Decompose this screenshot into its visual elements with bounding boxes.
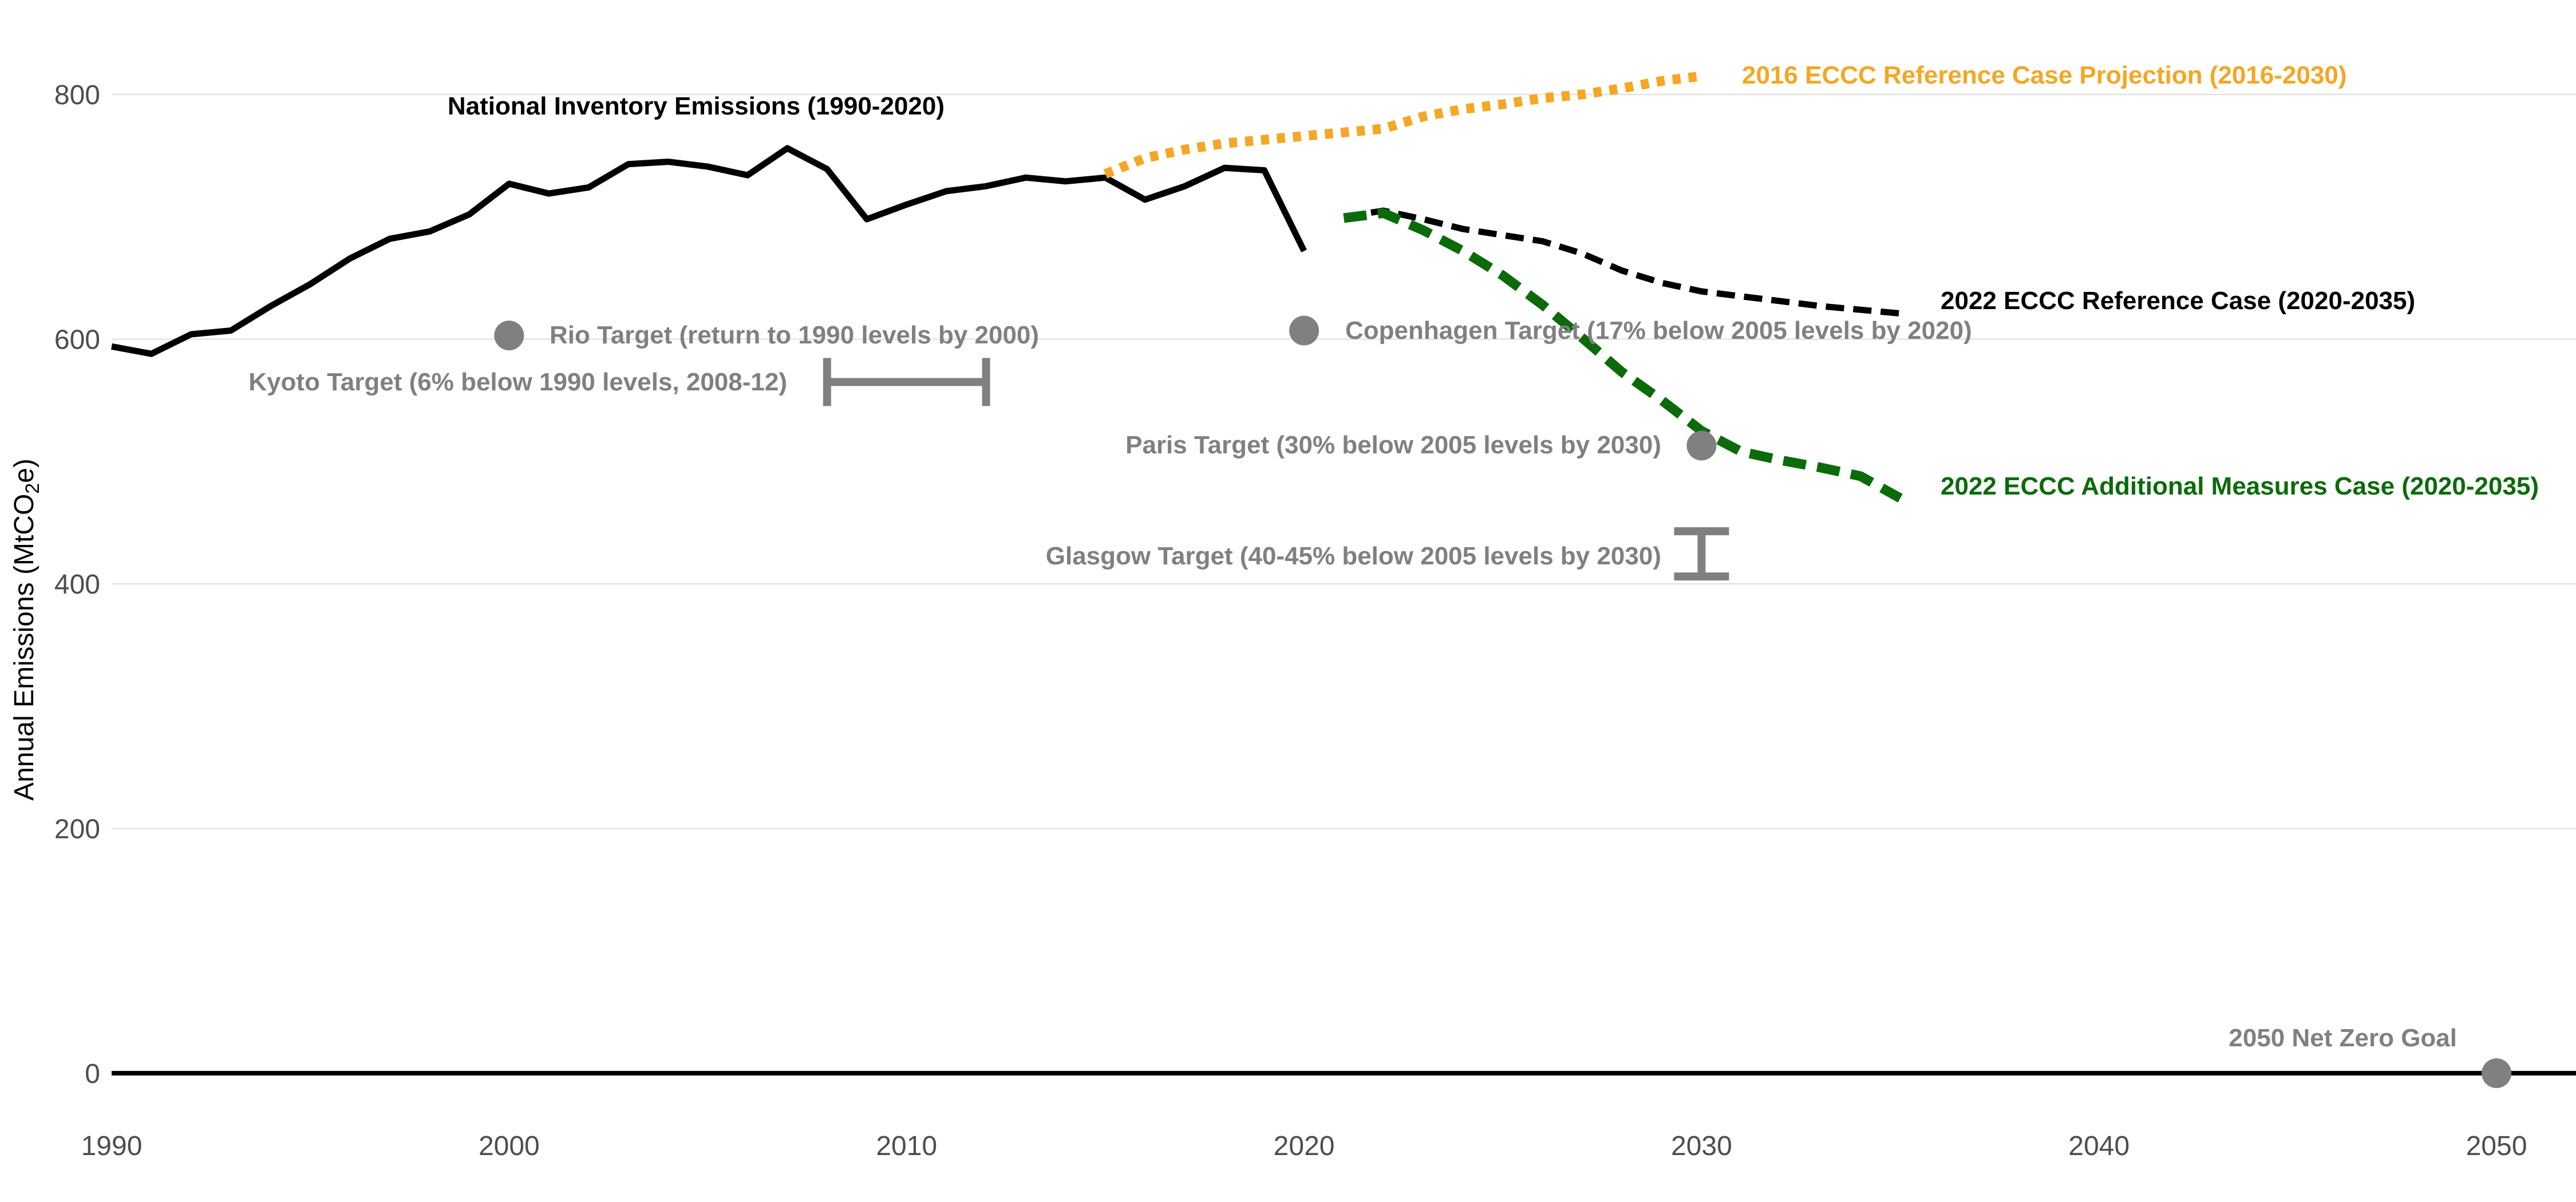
y-tick-label-0: 0 [85,1059,100,1089]
target-3-label: Copenhagen Target (17% below 2005 levels… [1345,317,1972,345]
series-label-inventory: National Inventory Emissions (1990-2020) [448,92,945,120]
series-label-additional_2022: 2022 ECCC Additional Measures Case (2020… [1941,472,2539,500]
series-label-projection_2016: 2016 ECCC Reference Case Projection (201… [1742,61,2347,89]
data-series [110,71,1903,503]
x-tick-label-2030: 2030 [1671,1131,1732,1161]
series-line-projection_2016 [1103,71,1702,179]
y-axis-label-main: Annual Emissions (MtCO [9,494,39,801]
y-axis-label-sub: 2 [22,483,44,494]
series-label-reference_2022: 2022 ECCC Reference Case (2020-2035) [1941,287,2415,315]
y-tick-label-800: 800 [54,80,100,110]
y-tick-label-200: 200 [54,814,100,845]
x-tick-label-2000: 2000 [479,1131,540,1161]
y-tick-label-400: 400 [54,570,100,600]
x-tick-label-2010: 2010 [876,1131,937,1161]
x-tick-label-2020: 2020 [1274,1131,1335,1161]
target-4-marker [1686,430,1717,461]
target-3-marker [1289,315,1319,346]
axes: 0 200 400 600 800 1990 2000 2010 2020 2030 2040 205… [54,80,2576,1161]
y-tick-label-600: 600 [54,325,100,355]
target-4-label: Paris Target (30% below 2005 levels by 2… [1125,431,1661,459]
target-6-marker [2482,1058,2512,1088]
target-2-label: Kyoto Target (6% below 1990 levels, 2008… [248,368,787,396]
target-1-label: Rio Target (return to 1990 levels by 200… [550,321,1039,349]
target-6-label: 2050 Net Zero Goal [2229,1024,2457,1052]
target-1-marker [494,321,524,351]
series-line-reference_2022 [1343,207,1901,317]
annotations: National Inventory Emissions (1990-2020)… [248,61,2539,1052]
y-axis-label: Annual Emissions (MtCO2e) [9,458,44,801]
x-tick-label-2040: 2040 [2068,1131,2129,1161]
y-axis-label-end: e) [9,458,39,483]
x-tick-label-1990: 1990 [81,1131,143,1161]
series-line-inventory [110,145,1307,357]
x-tick-label-2050: 2050 [2466,1131,2527,1161]
target-5-label: Glasgow Target (40-45% below 2005 levels… [1046,542,1661,570]
series-line-additional_2022 [1343,208,1903,503]
target-markers [494,315,2512,1088]
